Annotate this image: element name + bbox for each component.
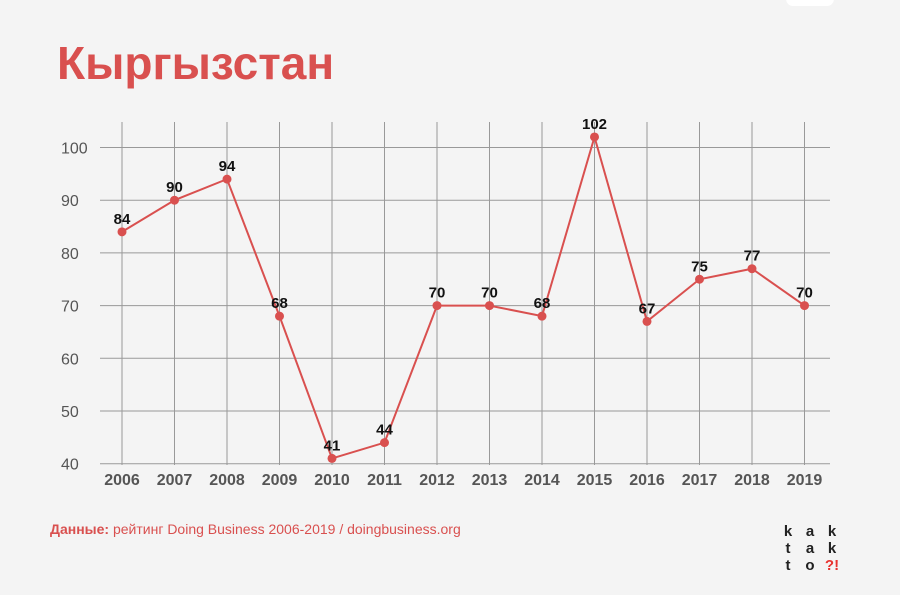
x-tick-label: 2012	[419, 472, 455, 489]
data-point	[275, 311, 284, 321]
logo-letter: k	[827, 540, 837, 557]
source-label: Данные:	[50, 521, 110, 537]
data-label: 77	[744, 248, 761, 265]
logo-letter: a	[805, 523, 815, 540]
data-label: 68	[534, 295, 551, 312]
logo-letter: t	[785, 557, 791, 574]
data-point	[747, 264, 757, 274]
data-label: 70	[481, 285, 498, 302]
series-line	[121, 133, 806, 460]
logo-row: t o?!	[780, 557, 840, 575]
data-label: 84	[114, 211, 131, 228]
y-tick-label: 100	[61, 141, 88, 158]
x-tick-label: 2016	[629, 472, 665, 489]
data-point	[642, 316, 652, 326]
y-tick-label: 40	[61, 457, 79, 474]
logo-letter: ?!	[824, 557, 840, 574]
x-tick-label: 2018	[734, 472, 770, 489]
data-label: 70	[796, 285, 813, 302]
data-point	[695, 274, 704, 284]
data-label: 67	[639, 300, 656, 317]
x-tick-label: 2009	[262, 472, 298, 489]
x-tick-label: 2011	[367, 472, 402, 489]
logo-letter: k	[783, 523, 793, 540]
x-tick-label: 2019	[787, 472, 823, 489]
x-tick-label: 2008	[209, 472, 245, 489]
logo-letter: o	[805, 557, 815, 574]
data-label: 102	[582, 116, 607, 133]
data-point	[800, 301, 809, 311]
data-point	[590, 132, 599, 142]
data-label: 70	[429, 285, 446, 302]
data-label: 44	[376, 422, 393, 439]
x-tick-label: 2007	[157, 472, 193, 489]
x-tick-label: 2015	[577, 472, 613, 489]
data-label: 41	[324, 437, 341, 454]
data-point	[380, 438, 389, 448]
kaktakto-logo: k a k t a k t o?!	[780, 523, 840, 579]
x-tick-label: 2006	[104, 472, 140, 489]
data-point	[170, 195, 179, 205]
y-tick-label: 90	[61, 193, 79, 210]
data-point	[537, 311, 547, 321]
data-label: 75	[691, 258, 708, 275]
logo-letter: k	[827, 523, 837, 540]
source-note: Данные: рейтинг Doing Business 2006-2019…	[50, 521, 461, 537]
y-tick-label: 80	[61, 246, 79, 263]
data-label: 94	[219, 158, 236, 175]
data-point	[117, 227, 127, 237]
corner-decoration	[786, 0, 834, 6]
data-point	[222, 174, 232, 184]
data-label: 68	[271, 295, 288, 312]
x-tick-label: 2014	[524, 472, 560, 489]
y-tick-label: 70	[61, 299, 79, 316]
logo-letter: t	[785, 540, 791, 557]
y-tick-label: 50	[61, 404, 79, 421]
source-text: рейтинг Doing Business 2006-2019 / doing…	[109, 521, 461, 537]
data-label: 90	[166, 179, 183, 196]
y-tick-label: 60	[61, 351, 79, 368]
logo-letter: a	[805, 540, 815, 557]
x-tick-label: 2013	[472, 472, 508, 489]
data-point	[432, 301, 442, 311]
data-point	[485, 301, 494, 311]
data-point	[327, 453, 337, 463]
page-title: Кыргызстан	[57, 37, 335, 89]
x-tick-label: 2017	[682, 472, 718, 489]
x-tick-label: 2010	[314, 472, 350, 489]
